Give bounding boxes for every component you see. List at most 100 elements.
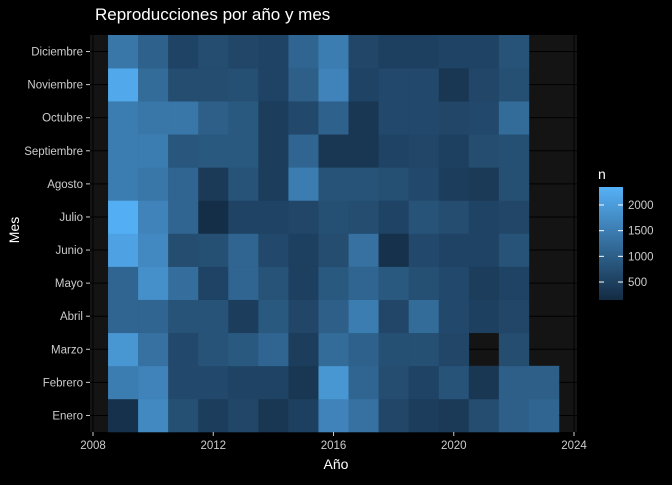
heatmap-tile: [288, 101, 319, 135]
heatmap-tile: [138, 332, 169, 367]
heatmap-tile: [408, 200, 440, 234]
heatmap-tile: [258, 35, 289, 69]
heatmap-tile: [318, 68, 349, 102]
heatmap-tile: [408, 332, 440, 367]
heatmap-tile: [318, 200, 349, 234]
heatmap-tile: [378, 299, 409, 334]
heatmap-tile: [138, 167, 169, 201]
heatmap-tile: [468, 101, 500, 135]
heatmap-tile: [498, 233, 530, 267]
heatmap-tile: [138, 134, 169, 168]
heatmap-tile: [378, 233, 409, 267]
heatmap-tile: [168, 68, 199, 102]
heatmap-tile: [438, 167, 470, 201]
heatmap-tile: [228, 266, 259, 300]
heatmap-tile: [258, 332, 289, 367]
heatmap-tile: [498, 200, 530, 234]
heatmap-tile: [378, 167, 409, 201]
legend-ticks: 500 1000 1500 2000: [599, 200, 654, 289]
heatmap-tile: [228, 299, 259, 334]
y-axis-title: Mes: [6, 217, 22, 243]
heatmap-tile: [468, 365, 500, 400]
heatmap-tile: [288, 299, 319, 334]
heatmap-tile: [498, 101, 530, 135]
axes: 2008 2012 2016 2020 2024 Enero Febrero Marzo Abr…: [24, 47, 587, 452]
heatmap-tile: [438, 398, 470, 433]
heatmap-tile: [318, 101, 349, 135]
heatmap-tile: [318, 134, 349, 168]
heatmap-tile: [198, 200, 229, 234]
color-legend: n 500 1000 1500 2000: [598, 166, 654, 300]
heatmap-tile: [378, 101, 409, 135]
heatmap-tile: [168, 266, 199, 300]
heatmap-tile: [318, 167, 349, 201]
legend-tick-label: 2000: [628, 200, 654, 212]
legend-tick-label: 1000: [628, 251, 654, 263]
heatmap-tile: [408, 167, 440, 201]
x-tick-label: 2020: [441, 440, 467, 452]
heatmap-tile: [198, 299, 229, 334]
heatmap-tile: [168, 365, 199, 400]
heatmap-tile: [468, 200, 500, 234]
heatmap-tile: [318, 365, 349, 400]
heatmap-tile: [198, 68, 229, 102]
heatmap-tile: [378, 134, 409, 168]
legend-title: n: [598, 166, 606, 182]
heatmap-tile: [228, 68, 259, 102]
heatmap-tile: [318, 398, 349, 433]
heatmap-tile: [408, 35, 440, 69]
heatmap-tile: [168, 35, 199, 69]
heatmap-tile: [498, 398, 530, 433]
x-axis-title: Año: [324, 456, 349, 472]
heatmap-tile: [228, 233, 259, 267]
heatmap-tile: [288, 365, 319, 400]
heatmap-tile: [198, 398, 229, 433]
heatmap-tile: [498, 35, 530, 69]
chart-title: Reproducciones por año y mes: [95, 5, 330, 24]
heatmap-tile: [348, 299, 379, 334]
heatmap-tile: [138, 101, 169, 135]
heatmap-tile: [228, 134, 259, 168]
x-tick-label: 2016: [321, 440, 347, 452]
heatmap-tile: [258, 398, 289, 433]
heatmap-tile: [108, 101, 139, 135]
heatmap-tile: [348, 200, 379, 234]
x-tick-label: 2008: [80, 440, 106, 452]
y-tick-label: Abril: [60, 311, 83, 323]
heatmap-tile: [348, 233, 379, 267]
heatmap-tile: [498, 134, 530, 168]
y-tick-label: Febrero: [43, 377, 83, 389]
heatmap-tile: [138, 68, 169, 102]
heatmap-tile: [258, 101, 289, 135]
heatmap-tile: [108, 134, 139, 168]
heatmap-tile: [288, 167, 319, 201]
heatmap-tile: [228, 332, 259, 367]
x-tick-label: 2012: [200, 440, 226, 452]
heatmap-tile: [318, 299, 349, 334]
heatmap-tile: [108, 398, 139, 433]
heatmap-tile: [198, 266, 229, 300]
heatmap-tile: [138, 266, 169, 300]
heatmap-tile: [228, 398, 259, 433]
heatmap-tile: [258, 167, 289, 201]
y-tick-label: Septiembre: [24, 146, 83, 158]
heatmap-tile: [378, 266, 409, 300]
heatmap-tile: [258, 200, 289, 234]
heatmap-tile: [468, 233, 500, 267]
heatmap-tile: [348, 68, 379, 102]
legend-tick-label: 1500: [628, 226, 654, 238]
heatmap-tile: [438, 134, 470, 168]
heatmap-tile: [168, 233, 199, 267]
heatmap-tile: [438, 68, 470, 102]
heatmap-tile: [468, 35, 500, 69]
heatmap-tile: [408, 266, 440, 300]
legend-colorbar: [599, 187, 623, 300]
heatmap-tile: [468, 398, 500, 433]
heatmap-tile: [438, 266, 470, 300]
heatmap-tile: [108, 266, 139, 300]
heatmap-tile: [138, 200, 169, 234]
heatmap-tile: [288, 134, 319, 168]
heatmap-tile: [198, 167, 229, 201]
x-tick-label: 2024: [561, 440, 587, 452]
